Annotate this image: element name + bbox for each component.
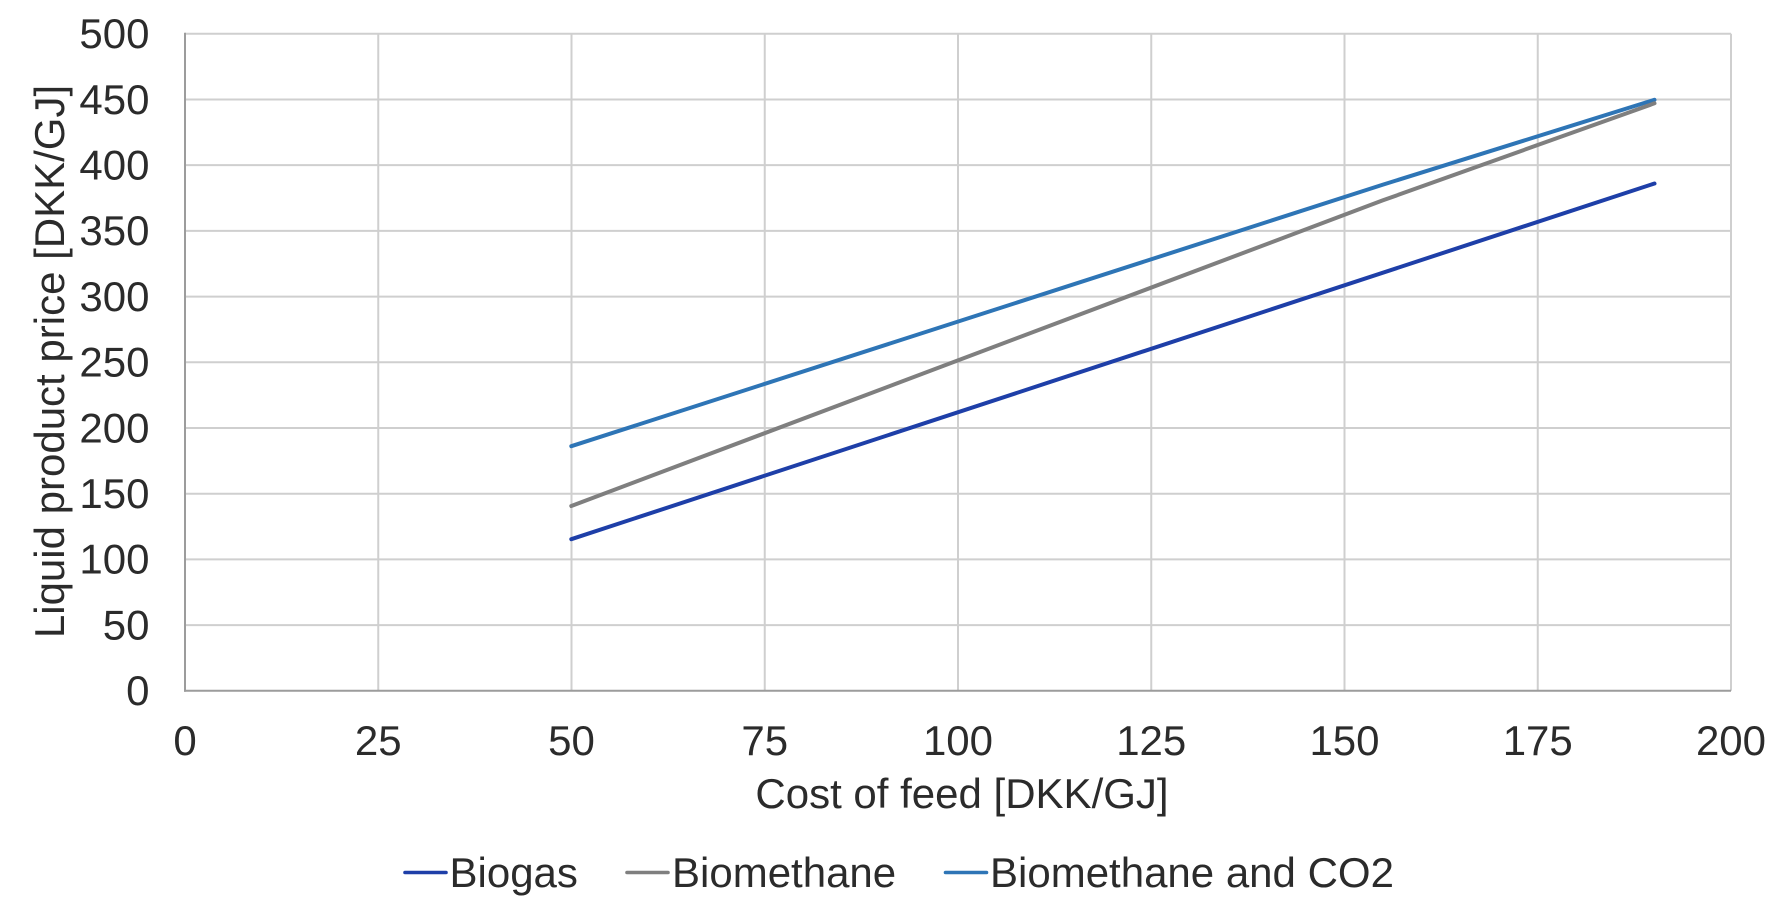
svg-text:500: 500 bbox=[79, 10, 149, 57]
svg-text:250: 250 bbox=[79, 339, 149, 386]
svg-text:150: 150 bbox=[79, 470, 149, 517]
svg-text:200: 200 bbox=[79, 404, 149, 451]
svg-text:50: 50 bbox=[103, 601, 150, 648]
svg-text:75: 75 bbox=[741, 717, 788, 764]
svg-text:150: 150 bbox=[1309, 717, 1379, 764]
svg-text:350: 350 bbox=[79, 207, 149, 254]
svg-text:300: 300 bbox=[79, 273, 149, 320]
svg-text:Biomethane: Biomethane bbox=[672, 849, 896, 896]
svg-text:Biogas: Biogas bbox=[450, 849, 578, 896]
svg-text:Liquid product price [DKK/GJ]: Liquid product price [DKK/GJ] bbox=[26, 85, 73, 638]
svg-text:200: 200 bbox=[1696, 717, 1766, 764]
svg-text:0: 0 bbox=[126, 667, 149, 714]
svg-text:100: 100 bbox=[923, 717, 993, 764]
svg-text:Biomethane and CO2: Biomethane and CO2 bbox=[990, 849, 1394, 896]
svg-text:175: 175 bbox=[1503, 717, 1573, 764]
svg-text:50: 50 bbox=[548, 717, 595, 764]
svg-text:0: 0 bbox=[173, 717, 196, 764]
svg-text:25: 25 bbox=[355, 717, 402, 764]
svg-text:Cost of feed [DKK/GJ]: Cost of feed [DKK/GJ] bbox=[755, 770, 1168, 817]
svg-text:100: 100 bbox=[79, 536, 149, 583]
svg-text:125: 125 bbox=[1116, 717, 1186, 764]
svg-text:400: 400 bbox=[79, 141, 149, 188]
svg-text:450: 450 bbox=[79, 76, 149, 123]
